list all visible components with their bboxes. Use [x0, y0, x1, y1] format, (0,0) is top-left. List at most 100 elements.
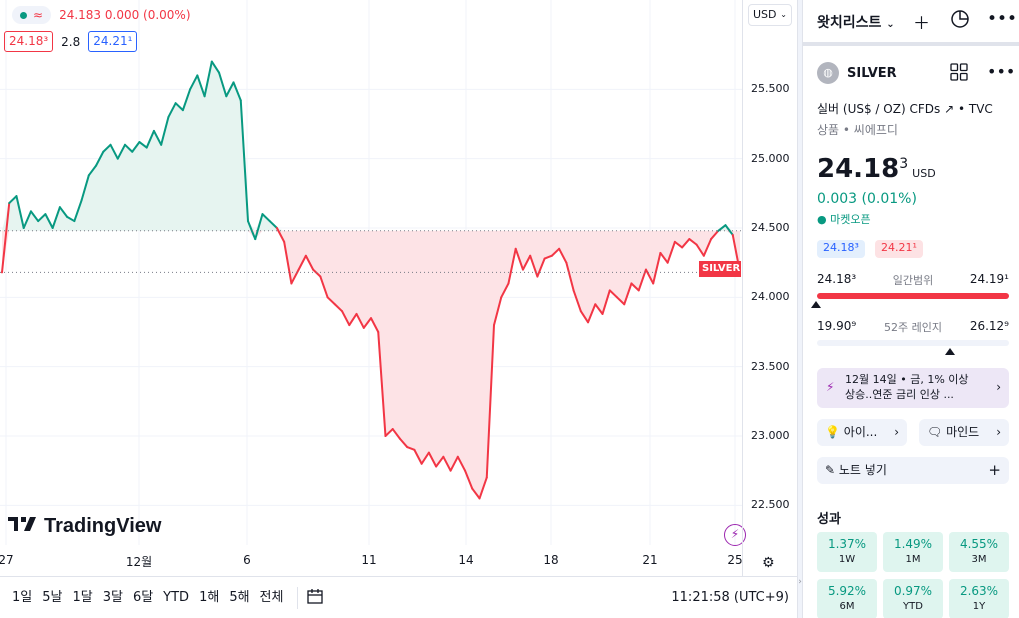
price-line-segment	[666, 240, 676, 264]
performance-cell[interactable]: 2.63% 1Y	[949, 579, 1009, 618]
performance-cell[interactable]: 0.97% YTD	[883, 579, 943, 618]
chevron-right-icon: ›	[996, 380, 1001, 394]
pie-chart-icon[interactable]	[950, 9, 970, 34]
price-chart[interactable]	[0, 0, 797, 576]
price-line-segment	[254, 213, 264, 241]
range-button[interactable]: 3달	[102, 589, 123, 605]
market-status: ● 마켓오픈	[817, 213, 871, 226]
price-line-segment	[15, 195, 25, 229]
price-line-segment	[630, 282, 640, 292]
price-axis[interactable]	[742, 0, 797, 576]
toolbar-divider	[297, 586, 299, 609]
panel-splitter[interactable]	[797, 0, 803, 618]
range-button[interactable]: 1일	[12, 589, 33, 605]
year-range-bar	[817, 340, 1009, 346]
minds-button[interactable]: 🗨 마인드 ›	[919, 419, 1009, 446]
ideas-button[interactable]: 💡 아이... ›	[817, 419, 907, 446]
chart-pane[interactable]: ≈ 24.183 0.000 (0.00%) 24.18³ 2.8 24.21¹…	[0, 0, 797, 576]
price-line-segment	[514, 247, 524, 271]
price-line-segment	[232, 81, 242, 102]
bottom-toolbar: 1일 5날 1달 3달 6달 YTD 1해 5해 전체 11:21:58 (UTC+9)	[0, 576, 797, 618]
price-line-segment	[116, 143, 126, 160]
symbol-description: 실버 (US$ / OZ) CFDs ↗ • TVC	[817, 100, 993, 117]
performance-cell[interactable]: 5.92% 6M	[817, 579, 877, 618]
price-line-segment	[572, 289, 582, 313]
price-line-segment	[695, 243, 705, 257]
price-tick-label: 25.500	[751, 82, 790, 96]
range-button[interactable]: 1달	[72, 589, 93, 605]
performance-cell[interactable]: 1.49% 1M	[883, 532, 943, 572]
range-button[interactable]: 5해	[229, 589, 250, 605]
performance-value: 1.37%	[827, 537, 867, 551]
price-line-segment	[341, 310, 351, 327]
news-card[interactable]: ⚡ 12월 14일 • 금, 1% 이상 상승..연준 금리 인상 ... ›	[817, 368, 1009, 408]
price-line-segment	[601, 289, 611, 315]
price-line-segment	[377, 331, 387, 437]
gear-icon[interactable]: ⚙	[762, 555, 775, 571]
symbol-more-icon[interactable]: •••	[987, 62, 1016, 81]
collapse-handle-icon[interactable]: ›	[798, 577, 802, 587]
day-high: 24.19¹	[969, 272, 1009, 286]
price-line-segment	[95, 150, 105, 167]
performance-value: 2.63%	[959, 584, 999, 598]
price-line-segment	[579, 310, 590, 324]
range-button[interactable]: 6달	[132, 589, 154, 605]
price-line-segment	[210, 60, 221, 74]
buy-button[interactable]: 24.21¹	[88, 31, 138, 52]
tradingview-logo[interactable]: TradingView	[8, 514, 161, 538]
price-line-segment	[174, 102, 184, 112]
price-line-segment	[51, 206, 61, 229]
minds-label: 마인드	[946, 425, 980, 439]
price-line-segment	[66, 215, 76, 223]
price-line-segment	[109, 143, 119, 160]
price-line-segment	[391, 428, 401, 440]
symbol-category: 상품 • 씨에프디	[817, 123, 898, 137]
price-line-segment	[594, 303, 604, 315]
price-line-segment	[529, 254, 539, 278]
price-main: 24.18	[817, 154, 900, 184]
year-range-marker-icon	[945, 348, 955, 355]
add-symbol-icon[interactable]: ＋	[913, 14, 930, 34]
price-line-segment	[362, 317, 372, 329]
currency-select[interactable]: USD ⌄	[748, 4, 792, 26]
range-button[interactable]: 5날	[42, 589, 63, 605]
timezone-clock[interactable]: 11:21:58 (UTC+9)	[671, 590, 789, 605]
range-button[interactable]: 1해	[199, 589, 220, 605]
add-note-button[interactable]: ✎ 노트 넣기 +	[817, 457, 1009, 484]
price-line-segment	[268, 220, 278, 229]
price-line-segment	[297, 254, 307, 271]
price-line-segment	[138, 141, 148, 149]
range-button[interactable]: YTD	[163, 589, 190, 605]
price-line-segment	[644, 268, 655, 285]
price-line-segment	[152, 129, 163, 146]
sell-button[interactable]: 24.18³	[4, 31, 54, 52]
price-line-segment	[58, 206, 69, 218]
series-visibility-toggle[interactable]: ≈	[12, 6, 52, 24]
price-tick-label: 24.500	[751, 221, 790, 234]
performance-period: 6M	[839, 601, 855, 612]
exchange-name: TVC	[968, 102, 993, 116]
price-superscript: 3	[899, 156, 909, 172]
watchlist-title[interactable]: 왓치리스트 ⌄	[817, 12, 895, 32]
performance-cell[interactable]: 1.37% 1W	[817, 532, 877, 572]
grid-icon[interactable]	[950, 63, 968, 85]
price-line-segment	[355, 312, 365, 329]
performance-period: YTD	[903, 601, 923, 612]
year-range-labels: 19.90⁹ 52주 레인지 26.12⁹	[817, 319, 1009, 335]
performance-cell[interactable]: 4.55% 3M	[949, 532, 1009, 572]
more-options-icon[interactable]: •••	[987, 9, 1018, 29]
spread-value: 2.8	[61, 34, 81, 49]
description-text: 실버 (US$ / OZ) CFDs	[817, 102, 941, 116]
price-line-segment	[413, 448, 423, 465]
last-price-flag: SILVER	[699, 261, 741, 277]
price-line-segment	[398, 437, 409, 449]
news-line-1: 12월 14일 • 금, 1% 이상	[845, 373, 969, 386]
lightning-icon[interactable]: ⚡	[724, 524, 746, 546]
calendar-icon[interactable]	[306, 587, 324, 609]
ideas-label: 아이...	[843, 425, 878, 439]
price-line-segment	[275, 227, 286, 243]
performance-period: 1M	[905, 554, 921, 565]
range-button[interactable]: 전체	[259, 589, 284, 605]
external-link-icon[interactable]: ↗	[944, 102, 955, 116]
symbol-name[interactable]: SILVER	[847, 65, 897, 81]
